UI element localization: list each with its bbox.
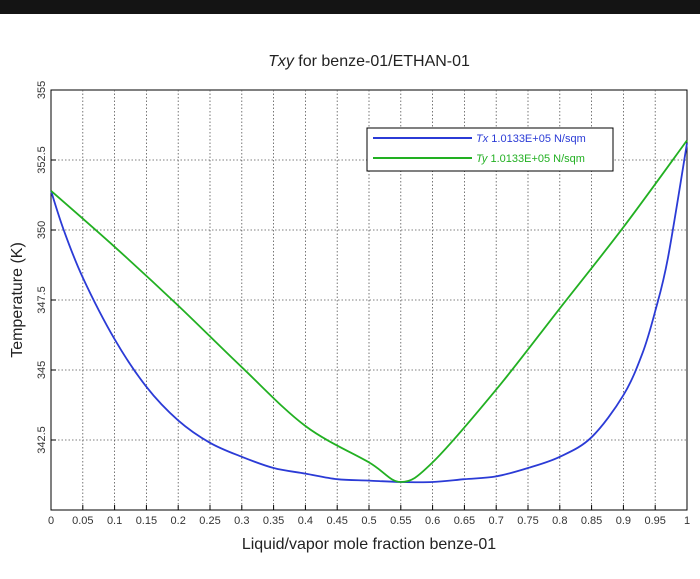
chart-title: Txy for benze-01/ETHAN-01 [268, 53, 470, 70]
x-tick-label: 0.2 [171, 515, 186, 527]
legend-label-ty-italic: Ty [476, 153, 489, 165]
x-tick-labels: 0 0.05 0.1 0.15 0.2 0.25 0.3 0.35 0.4 0.45 0.5 0.55… [48, 515, 690, 527]
x-tick-label: 0.45 [326, 515, 347, 527]
x-tick-label: 0.7 [489, 515, 504, 527]
x-tick-label: 0.4 [298, 515, 313, 527]
legend-label-tx: Tx 1.0133E+05 N/sqm [476, 133, 586, 145]
legend-label-ty: Ty 1.0133E+05 N/sqm [476, 153, 585, 165]
y-axis-label: Temperature (K) [9, 242, 26, 358]
x-tick-label: 0.6 [425, 515, 440, 527]
x-axis-label: Liquid/vapor mole fraction benze-01 [242, 536, 496, 553]
y-tick-label: 350 [36, 221, 48, 239]
x-tick-label: 0.05 [72, 515, 93, 527]
y-tick-label: 345 [36, 361, 48, 379]
x-tick-label: 0.9 [616, 515, 631, 527]
x-tick-label: 0.15 [136, 515, 157, 527]
series-line-ty [50, 139, 688, 483]
y-tick-label: 355 [36, 81, 48, 99]
x-tick-label: 0.8 [552, 515, 567, 527]
series-line-tx [50, 143, 688, 484]
x-tick-label: 0.1 [107, 515, 122, 527]
top-bar [0, 0, 700, 14]
chart-title-italic: Txy [268, 53, 295, 70]
legend-label-tx-rest: 1.0133E+05 N/sqm [488, 133, 586, 145]
x-tick-label: 0.95 [644, 515, 665, 527]
x-tick-label: 1 [684, 515, 690, 527]
x-tick-label: 0.5 [361, 515, 376, 527]
legend: Tx 1.0133E+05 N/sqm Ty 1.0133E+05 N/sqm [366, 127, 614, 172]
y-tick-label: 352.5 [36, 146, 48, 174]
x-tick-label: 0.35 [263, 515, 284, 527]
x-tick-label: 0.65 [454, 515, 475, 527]
legend-label-ty-rest: 1.0133E+05 N/sqm [487, 153, 585, 165]
x-tick-label: 0.85 [581, 515, 602, 527]
series-lines [50, 139, 688, 484]
y-tick-label: 342.5 [36, 426, 48, 454]
x-tick-label: 0 [48, 515, 54, 527]
grid [50, 89, 688, 510]
x-tick-label: 0.55 [390, 515, 411, 527]
y-tick-label: 347.5 [36, 286, 48, 314]
legend-box [366, 127, 614, 172]
x-tick-label: 0.3 [234, 515, 249, 527]
y-tick-labels: 342.5 345 347.5 350 352.5 355 [36, 81, 48, 454]
x-tick-label: 0.75 [517, 515, 538, 527]
x-tick-label: 0.25 [199, 515, 220, 527]
chart-title-rest: for benze-01/ETHAN-01 [294, 53, 470, 70]
legend-label-tx-italic: Tx [476, 133, 489, 145]
